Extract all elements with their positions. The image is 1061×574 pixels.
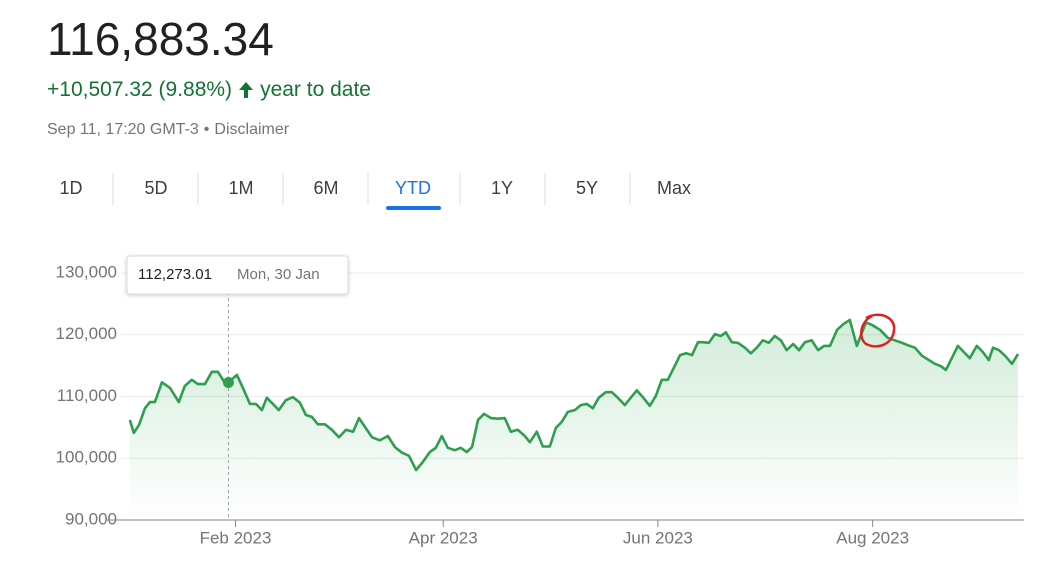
change: +10,507.32 (9.88%) xyxy=(47,78,233,101)
range-tab[interactable]: 1Y xyxy=(491,178,513,198)
range-tab[interactable]: 5Y xyxy=(576,178,598,198)
y-tick-label: 130,000 xyxy=(56,262,117,281)
tab-underline xyxy=(386,206,441,210)
range-tab[interactable]: 5D xyxy=(144,178,167,198)
y-tick-label: 90,000 xyxy=(65,509,117,528)
range-tab[interactable]: 1D xyxy=(59,178,82,198)
change-row: +10,507.32 (9.88%) year to date xyxy=(47,78,371,102)
change-label: year to date xyxy=(260,78,371,101)
range-tab[interactable]: 6M xyxy=(313,178,338,198)
x-tick-label: Jun 2023 xyxy=(623,528,693,547)
y-tick-label: 100,000 xyxy=(56,448,117,467)
price: 116,883.34 xyxy=(47,13,274,65)
tooltip-date: Mon, 30 Jan xyxy=(237,266,320,283)
timestamp: Sep 11, 17:20 GMT-3 xyxy=(47,121,199,138)
up-arrow xyxy=(239,82,254,98)
x-tick-label: Aug 2023 xyxy=(836,528,909,547)
range-tabs: 1D 5D 1M 6M YTD 1Y 5Y Max xyxy=(59,173,691,210)
y-tick-label: 120,000 xyxy=(56,324,117,343)
range-tab[interactable]: 1M xyxy=(228,178,253,198)
price-line xyxy=(128,318,1020,472)
hand-drawn-circle xyxy=(859,313,896,348)
timestamp-row: Sep 11, 17:20 GMT-3 • Disclaimer xyxy=(47,121,289,139)
separator: • xyxy=(203,121,210,138)
y-tick-label: 110,000 xyxy=(57,386,117,405)
area-fill xyxy=(129,319,1019,520)
tooltip-box xyxy=(126,255,349,295)
tooltip-value: 112,273.01 xyxy=(138,266,212,283)
range-tab[interactable]: YTD xyxy=(395,178,431,198)
x-tick-label: Feb 2023 xyxy=(200,528,272,547)
plot: 90,000 100,000 110,000 120,000 130,000 Feb 20… xyxy=(56,255,1024,547)
range-tab[interactable]: Max xyxy=(657,178,691,198)
disclaimer[interactable]: Disclaimer xyxy=(214,121,290,138)
x-tick-label: Apr 2023 xyxy=(409,528,478,547)
hover-dot xyxy=(222,376,234,388)
